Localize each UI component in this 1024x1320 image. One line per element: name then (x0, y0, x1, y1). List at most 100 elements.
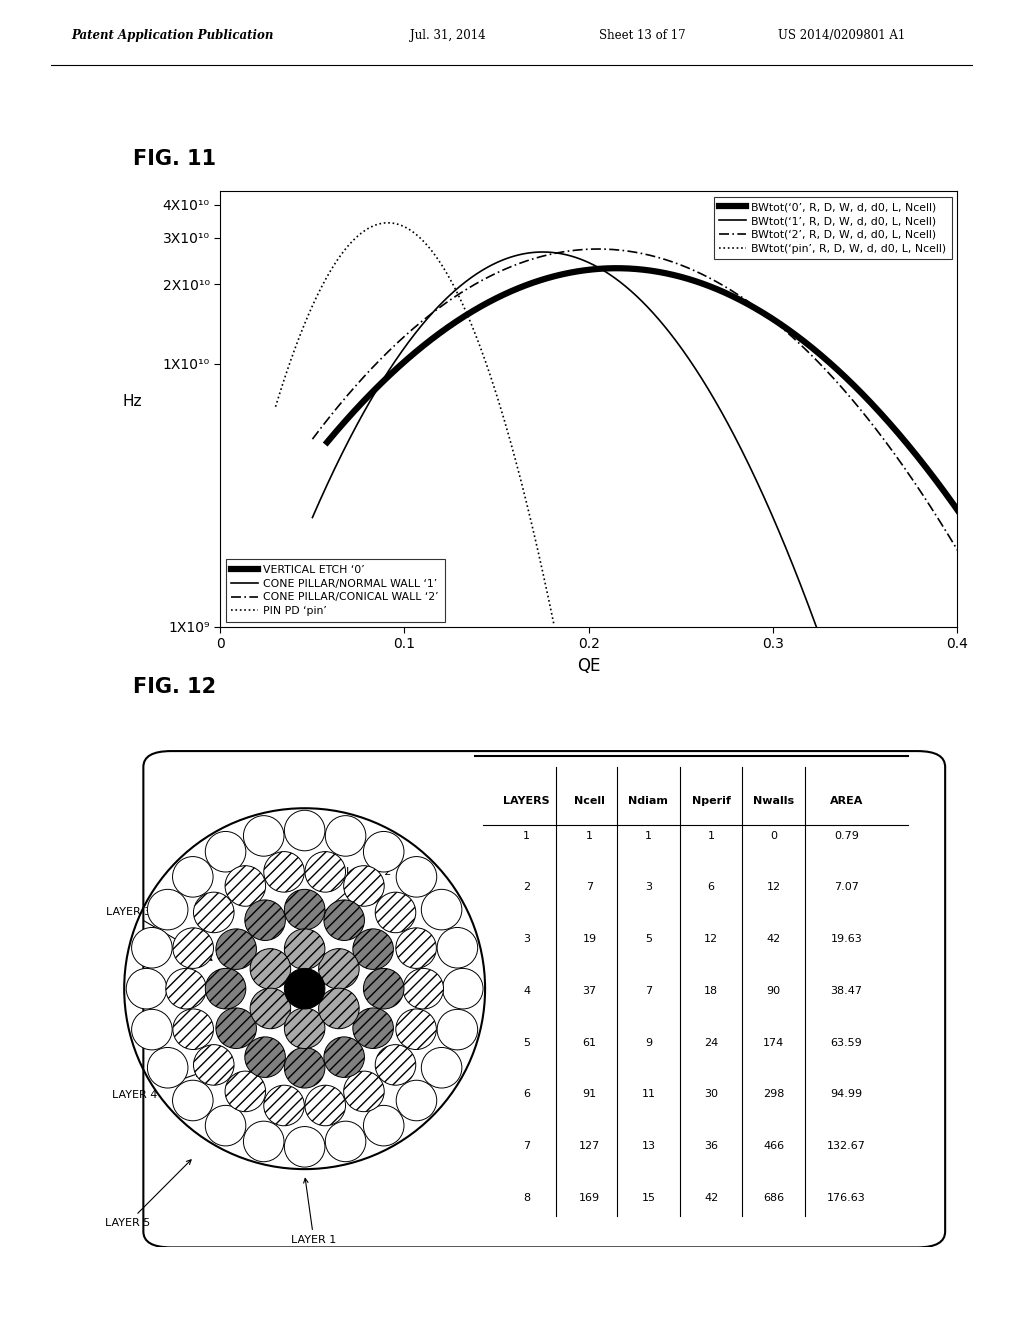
Text: 686: 686 (763, 1193, 784, 1203)
Text: LAYER 5: LAYER 5 (105, 1160, 191, 1228)
X-axis label: QE: QE (578, 657, 600, 675)
Ellipse shape (364, 969, 404, 1008)
Ellipse shape (442, 969, 483, 1008)
Text: 36: 36 (705, 1140, 718, 1151)
Ellipse shape (318, 989, 359, 1028)
Text: 38.47: 38.47 (830, 986, 862, 995)
Ellipse shape (225, 866, 265, 907)
Text: 13: 13 (641, 1140, 655, 1151)
Ellipse shape (364, 832, 404, 873)
Text: 2: 2 (523, 882, 530, 892)
Text: 18: 18 (705, 986, 718, 995)
Text: Ndiam: Ndiam (629, 796, 669, 807)
Text: 298: 298 (763, 1089, 784, 1100)
Text: 12: 12 (705, 935, 718, 944)
Text: 0: 0 (770, 830, 777, 841)
Text: 42: 42 (703, 1193, 718, 1203)
Ellipse shape (285, 1008, 325, 1048)
Text: 7: 7 (645, 986, 652, 995)
Text: 3: 3 (523, 935, 530, 944)
Text: 30: 30 (705, 1089, 718, 1100)
Ellipse shape (147, 1048, 188, 1088)
Text: 15: 15 (641, 1193, 655, 1203)
Ellipse shape (250, 989, 291, 1028)
Ellipse shape (166, 969, 206, 1008)
Text: Sheet 13 of 17: Sheet 13 of 17 (599, 29, 686, 42)
Ellipse shape (375, 1044, 416, 1085)
Text: 37: 37 (583, 986, 596, 995)
Ellipse shape (126, 969, 167, 1008)
Text: 174: 174 (763, 1038, 784, 1048)
Ellipse shape (285, 1048, 325, 1088)
Ellipse shape (326, 816, 366, 857)
Text: 8: 8 (523, 1193, 530, 1203)
Ellipse shape (264, 1085, 304, 1126)
Text: 5: 5 (523, 1038, 530, 1048)
Text: 7: 7 (586, 882, 593, 892)
Ellipse shape (421, 1048, 462, 1088)
Ellipse shape (305, 1085, 345, 1126)
Ellipse shape (326, 1121, 366, 1162)
Ellipse shape (285, 969, 325, 1008)
Text: 91: 91 (583, 1089, 596, 1100)
Text: 5: 5 (645, 935, 652, 944)
Text: 1: 1 (586, 830, 593, 841)
Text: 90: 90 (767, 986, 780, 995)
Ellipse shape (132, 928, 172, 968)
Ellipse shape (396, 1080, 437, 1121)
Ellipse shape (132, 1010, 172, 1049)
Text: 24: 24 (703, 1038, 718, 1048)
Text: 1: 1 (645, 830, 652, 841)
Ellipse shape (172, 857, 213, 898)
Text: 94.99: 94.99 (830, 1089, 862, 1100)
Text: 466: 466 (763, 1140, 784, 1151)
Ellipse shape (353, 929, 393, 969)
Ellipse shape (244, 816, 284, 857)
Ellipse shape (437, 928, 477, 968)
Ellipse shape (396, 928, 436, 969)
Ellipse shape (285, 929, 325, 969)
Text: 19.63: 19.63 (830, 935, 862, 944)
Text: AREA: AREA (829, 796, 863, 807)
Ellipse shape (173, 1008, 213, 1049)
Text: 3: 3 (645, 882, 652, 892)
Ellipse shape (324, 900, 365, 940)
Text: FIG. 12: FIG. 12 (133, 677, 216, 697)
Text: 6: 6 (708, 882, 715, 892)
Text: 61: 61 (583, 1038, 596, 1048)
Text: 42: 42 (767, 935, 781, 944)
Ellipse shape (216, 929, 256, 969)
Ellipse shape (353, 1008, 393, 1048)
Text: 132.67: 132.67 (827, 1140, 866, 1151)
Text: FIG. 11: FIG. 11 (133, 149, 216, 169)
Ellipse shape (173, 928, 213, 969)
Ellipse shape (344, 866, 384, 907)
Ellipse shape (225, 1071, 265, 1111)
Text: 0.79: 0.79 (835, 830, 859, 841)
Text: LAYER 1: LAYER 1 (291, 1179, 337, 1245)
Ellipse shape (396, 857, 437, 898)
Ellipse shape (245, 1038, 286, 1077)
Text: 176.63: 176.63 (827, 1193, 866, 1203)
Text: US 2014/0209801 A1: US 2014/0209801 A1 (778, 29, 905, 42)
Ellipse shape (375, 892, 416, 933)
Text: 63.59: 63.59 (830, 1038, 862, 1048)
Text: 6: 6 (523, 1089, 530, 1100)
Ellipse shape (172, 1080, 213, 1121)
Ellipse shape (318, 949, 359, 989)
Text: 169: 169 (579, 1193, 600, 1203)
Ellipse shape (205, 969, 246, 1008)
Text: 9: 9 (645, 1038, 652, 1048)
Text: Patent Application Publication: Patent Application Publication (72, 29, 274, 42)
Ellipse shape (421, 890, 462, 929)
Ellipse shape (396, 1008, 436, 1049)
Text: 19: 19 (583, 935, 596, 944)
Text: 11: 11 (641, 1089, 655, 1100)
Ellipse shape (205, 832, 246, 873)
Ellipse shape (194, 1044, 234, 1085)
Text: LAYER 4: LAYER 4 (113, 1072, 200, 1100)
Ellipse shape (194, 892, 234, 933)
Text: 4: 4 (523, 986, 530, 995)
Text: Nperif: Nperif (691, 796, 730, 807)
Text: Jul. 31, 2014: Jul. 31, 2014 (410, 29, 485, 42)
